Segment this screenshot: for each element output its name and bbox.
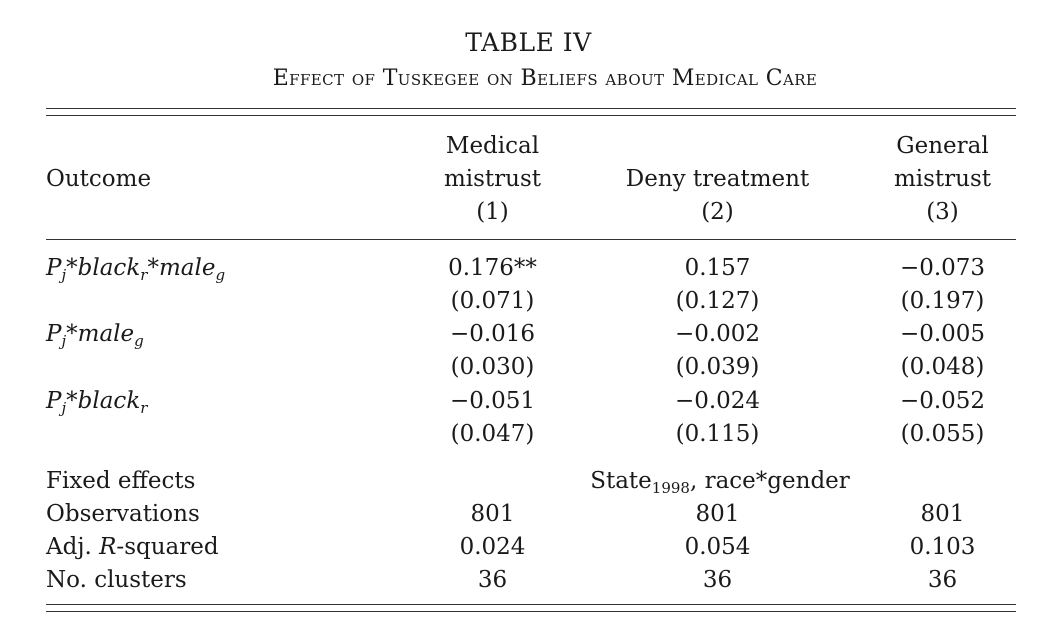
row3-coef-3: −0.052 bbox=[899, 388, 986, 414]
table-title: TABLE IV bbox=[465, 28, 592, 57]
fixed-effects-value: State1998, race*gender bbox=[590, 468, 850, 497]
adj-r2-2: 0.054 bbox=[684, 534, 751, 560]
row3-se-3: (0.055) bbox=[900, 421, 985, 447]
row3-se-2: (0.115) bbox=[675, 421, 760, 447]
bottom-rule-1 bbox=[46, 604, 1016, 605]
row2-se-1: (0.030) bbox=[450, 354, 535, 380]
header-rule bbox=[46, 239, 1016, 240]
row1-se-2: (0.127) bbox=[675, 288, 760, 314]
row3-label: Pj*blackr bbox=[46, 388, 148, 417]
clusters-3: 36 bbox=[927, 567, 958, 593]
top-rule-2 bbox=[46, 115, 1016, 116]
row1-coef-3: −0.073 bbox=[899, 255, 986, 281]
observations-label: Observations bbox=[46, 501, 200, 527]
header-col1-line3: (1) bbox=[476, 199, 509, 225]
adj-r2-label: Adj. R-squared bbox=[46, 534, 219, 560]
row2-coef-1: −0.016 bbox=[449, 321, 536, 347]
row1-se-3: (0.197) bbox=[900, 288, 985, 314]
clusters-2: 36 bbox=[702, 567, 733, 593]
row2-coef-2: −0.002 bbox=[674, 321, 761, 347]
row3-coef-2: −0.024 bbox=[674, 388, 761, 414]
row1-coef-1: 0.176** bbox=[448, 255, 537, 281]
clusters-1: 36 bbox=[477, 567, 508, 593]
row2-label: Pj*maleg bbox=[46, 321, 144, 350]
adj-r2-3: 0.103 bbox=[909, 534, 976, 560]
row2-coef-3: −0.005 bbox=[899, 321, 986, 347]
observations-2: 801 bbox=[695, 501, 740, 527]
row2-se-2: (0.039) bbox=[675, 354, 760, 380]
row3-se-1: (0.047) bbox=[450, 421, 535, 447]
observations-3: 801 bbox=[920, 501, 965, 527]
top-rule-1 bbox=[46, 108, 1016, 109]
observations-1: 801 bbox=[470, 501, 515, 527]
header-col3-line1: General bbox=[896, 133, 989, 159]
adj-r2-1: 0.024 bbox=[459, 534, 526, 560]
header-col3-line2: mistrust bbox=[893, 166, 992, 192]
header-col1-line1: Medical bbox=[445, 133, 540, 159]
row3-coef-1: −0.051 bbox=[449, 388, 536, 414]
header-col1-line2: mistrust bbox=[443, 166, 542, 192]
header-col2-line1: Deny treatment bbox=[625, 166, 810, 192]
bottom-rule-2 bbox=[46, 611, 1016, 612]
clusters-label: No. clusters bbox=[46, 567, 187, 593]
table-subtitle: Effect of Tuskegee on Beliefs about Medi… bbox=[272, 66, 818, 91]
row1-se-1: (0.071) bbox=[450, 288, 535, 314]
row1-label: Pj*blackr*maleg bbox=[46, 255, 226, 284]
header-col2-line2: (2) bbox=[701, 199, 734, 225]
row1-coef-2: 0.157 bbox=[684, 255, 751, 281]
header-outcome: Outcome bbox=[46, 166, 152, 192]
fixed-effects-label: Fixed effects bbox=[46, 468, 196, 494]
header-col3-line3: (3) bbox=[926, 199, 959, 225]
row2-se-3: (0.048) bbox=[900, 354, 985, 380]
